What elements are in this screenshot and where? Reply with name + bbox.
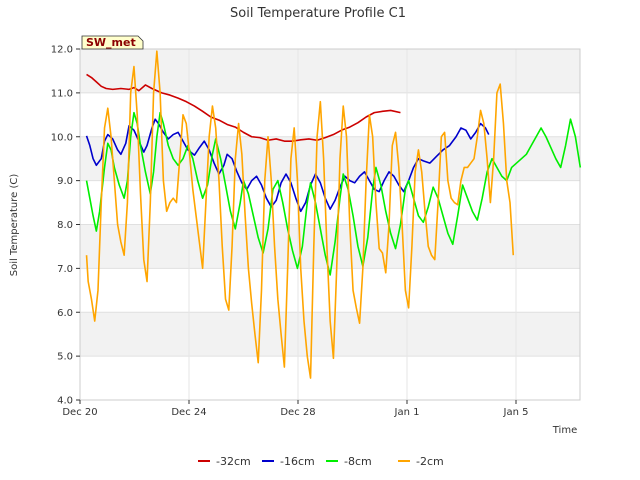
badge-label: SW_met (86, 36, 136, 49)
y-tick-label: 9.0 (57, 176, 73, 187)
y-axis-ticks: 4.0 5.0 6.0 7.0 8.0 9.0 10.0 11.0 12.0 (51, 45, 80, 407)
series-line-16cm (85, 118, 490, 213)
y-tick-label: 4.0 (57, 396, 73, 407)
x-tick-label: Dec 24 (171, 407, 206, 418)
y-tick-label: 6.0 (57, 308, 73, 319)
x-tick-label: Dec 28 (280, 407, 315, 418)
x-tick-label: Dec 20 (62, 407, 97, 418)
chart-title: Soil Temperature Profile C1 (230, 6, 406, 21)
series-line-8cm (85, 111, 582, 276)
y-tick-label: 7.0 (57, 264, 73, 275)
y-tick-label: 10.0 (51, 132, 73, 143)
legend-label: -2cm (416, 455, 444, 468)
y-tick-label: 8.0 (57, 220, 73, 231)
background-band (80, 224, 580, 269)
legend-label: -16cm (280, 455, 315, 468)
badge: SW_met (81, 35, 144, 50)
y-tick-label: 11.0 (51, 88, 73, 99)
series-line-32cm (86, 73, 401, 142)
legend-label: -8cm (344, 455, 372, 468)
x-axis-label: Time (552, 425, 577, 436)
legend-label: -32cm (216, 455, 251, 468)
legend: -32cm -16cm -8cm -2cm (198, 455, 444, 468)
series-line-2cm (85, 50, 515, 379)
x-tick-label: Jan 1 (394, 407, 420, 418)
y-tick-label: 12.0 (51, 45, 73, 56)
x-tick-label: Jan 5 (503, 407, 529, 418)
background-band (80, 49, 580, 93)
y-axis-label: Soil Temperature (C) (9, 174, 20, 277)
y-tick-label: 5.0 (57, 352, 73, 363)
series-layer (85, 50, 582, 379)
x-axis-ticks: Dec 20 Dec 24 Dec 28 Jan 1 Jan 5 (62, 400, 528, 418)
